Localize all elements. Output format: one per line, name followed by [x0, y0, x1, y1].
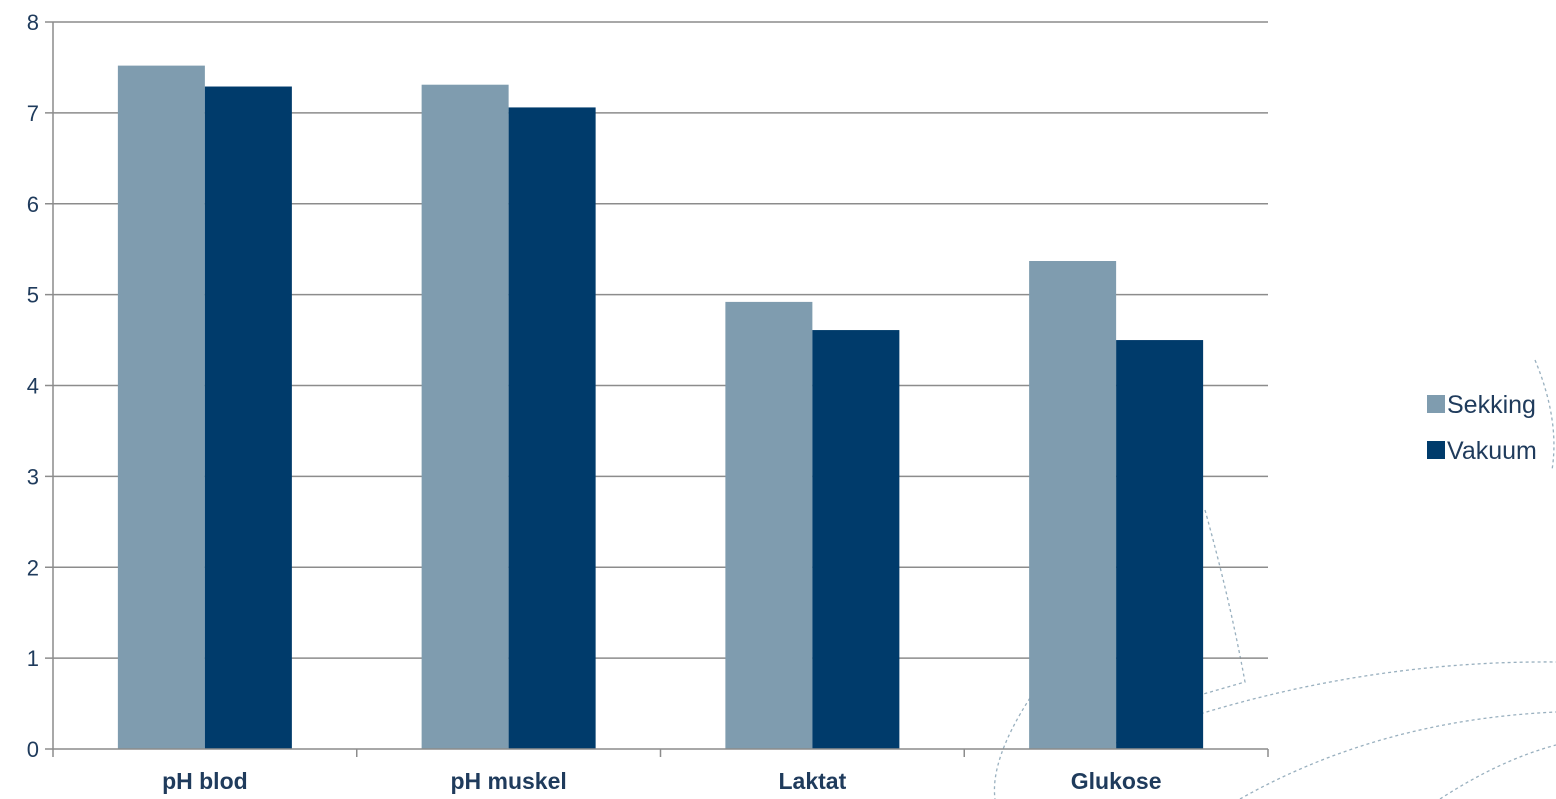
y-axis-tick-label: 0: [27, 737, 39, 762]
x-axis-category-labels: pH blod pH muskel Laktat Glukose: [162, 768, 1161, 794]
legend-label-vakuum: Vakuum: [1447, 437, 1537, 465]
bar-sekking-3: [1029, 261, 1117, 749]
bar-sekking-0: [117, 65, 205, 750]
y-axis-tick-label: 2: [27, 555, 39, 580]
x-axis-category-label: Glukose: [1071, 768, 1162, 794]
x-axis-category-label: pH blod: [162, 768, 248, 794]
legend-swatch-vakuum: [1427, 441, 1445, 459]
y-axis-tick-label: 3: [27, 464, 39, 489]
bar-vakuum-3: [1116, 340, 1204, 749]
y-axis-tick-label: 8: [27, 10, 39, 35]
decorative-curve: [1534, 359, 1555, 471]
y-axis-tick-label: 6: [27, 192, 39, 217]
decorative-curve: [1239, 711, 1556, 799]
bar-vakuum-0: [204, 86, 292, 750]
decorative-curve: [1109, 661, 1556, 746]
x-axis-category-label: pH muskel: [450, 768, 566, 794]
y-axis-tick-labels: 0 1 2 3 4 5 6 7 8: [27, 10, 39, 762]
legend: Sekking Vakuum: [1427, 391, 1537, 465]
decorative-curve: [1439, 744, 1556, 799]
y-axis-tick-label: 7: [27, 101, 39, 126]
background-decoration: [993, 359, 1556, 799]
bar-sekking-2: [725, 301, 813, 749]
bar-vakuum-1: [508, 107, 596, 750]
x-axis-category-label: Laktat: [779, 768, 847, 794]
legend-swatch-sekking: [1427, 395, 1445, 413]
bar-sekking-1: [421, 84, 509, 750]
legend-label-sekking: Sekking: [1447, 391, 1536, 419]
decorative-curve: [1199, 509, 1246, 696]
y-axis-tick-label: 5: [27, 283, 39, 308]
y-axis-tick-label: 1: [27, 646, 39, 671]
axes: [45, 21, 1269, 757]
y-axis-tick-label: 4: [27, 374, 39, 399]
bars: [117, 65, 1204, 750]
bar-vakuum-2: [812, 330, 900, 749]
